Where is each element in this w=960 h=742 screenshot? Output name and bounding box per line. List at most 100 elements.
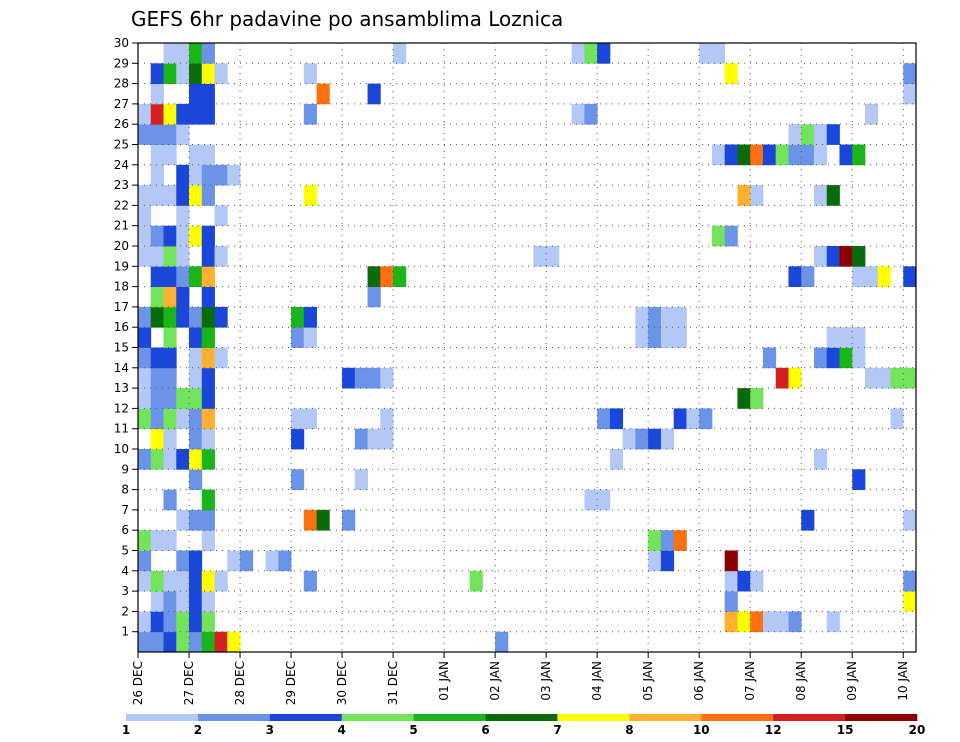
heatmap-cell	[189, 347, 203, 369]
heatmap-cell	[201, 388, 215, 409]
y-tick-label: 25	[114, 138, 129, 152]
heatmap-cell	[201, 611, 215, 633]
heatmap-cell	[176, 205, 190, 227]
heatmap-cell	[189, 388, 203, 409]
colorbar-swatch	[629, 714, 702, 721]
heatmap-cell	[163, 347, 177, 369]
heatmap-cell	[354, 367, 368, 389]
heatmap-cell	[903, 266, 917, 287]
heatmap-cell	[775, 611, 789, 633]
colorbar-label: 15	[837, 723, 854, 737]
heatmap-cell	[813, 185, 828, 206]
heatmap-cell	[189, 631, 203, 653]
heatmap-cell	[201, 489, 215, 511]
heatmap-cell	[176, 449, 190, 470]
heatmap-cell	[788, 611, 802, 633]
x-tick-label: 07 JAN	[743, 661, 757, 701]
heatmap-cell	[354, 428, 368, 450]
y-tick-label: 22	[114, 198, 129, 212]
heatmap-cell	[291, 428, 305, 450]
heatmap-cell	[150, 83, 164, 105]
heatmap-cell	[150, 347, 164, 369]
axis-ticks: 1234567891011121314151617181920212223242…	[114, 36, 910, 705]
colorbar-swatch	[485, 714, 558, 721]
heatmap-cell	[201, 591, 215, 612]
heatmap-cell	[303, 327, 317, 348]
heatmap-cell	[826, 246, 840, 267]
heatmap-cell	[138, 225, 152, 247]
y-tick-label: 3	[121, 584, 129, 598]
heatmap-cell	[852, 246, 866, 267]
heatmap-cell	[163, 489, 177, 511]
y-tick-label: 30	[114, 36, 129, 50]
x-tick-label: 29 DEC	[284, 661, 298, 705]
heatmap-cell	[214, 63, 228, 84]
y-tick-label: 14	[114, 361, 129, 375]
heatmap-cell	[176, 408, 190, 430]
heatmap-cell	[903, 83, 917, 105]
heatmap-cell	[189, 144, 203, 166]
heatmap-cell	[189, 550, 203, 572]
heatmap-cell	[635, 327, 649, 348]
heatmap-cell	[240, 550, 254, 572]
heatmap-cell	[533, 246, 547, 267]
heatmap-cell	[546, 246, 560, 267]
colorbar-swatch	[126, 714, 199, 721]
x-tick-label: 26 DEC	[131, 661, 145, 705]
heatmap-cell	[622, 428, 636, 450]
heatmap-cell	[150, 185, 164, 206]
heatmap-cell	[201, 225, 215, 247]
heatmap-cell	[673, 408, 687, 430]
heatmap-cell	[393, 266, 407, 287]
heatmap-cell	[699, 408, 713, 430]
heatmap-cell	[813, 347, 828, 369]
heatmap-cell	[138, 388, 152, 409]
heatmap-cell	[635, 428, 649, 450]
heatmap-cell	[367, 266, 381, 287]
heatmap-cell	[214, 246, 228, 267]
heatmap-cell	[877, 367, 891, 389]
heatmap-cell	[201, 306, 215, 328]
colorbar-swatch	[845, 714, 918, 721]
colorbar-label: 6	[481, 723, 489, 737]
heatmap-cell	[150, 266, 164, 287]
heatmap-cell	[303, 306, 317, 328]
heatmap-cell	[189, 103, 203, 125]
heatmap-cell	[303, 570, 317, 592]
colorbar-label: 10	[693, 723, 710, 737]
heatmap-cell	[150, 591, 164, 612]
heatmap-cell	[189, 509, 203, 531]
heatmap-cell	[201, 570, 215, 592]
heatmap-cell	[584, 43, 598, 64]
heatmap-cell	[201, 428, 215, 450]
heatmap-cell	[801, 144, 815, 166]
heatmap-cell	[303, 63, 317, 84]
heatmap-cell	[571, 103, 585, 125]
heatmap-cell	[163, 570, 177, 592]
heatmap-cell	[176, 103, 190, 125]
heatmap-cell	[852, 266, 866, 287]
heatmap-cell	[163, 408, 177, 430]
heatmap-cell	[163, 103, 177, 125]
heatmap-cell	[291, 469, 305, 490]
heatmap-cell	[342, 367, 356, 389]
heatmap-cell	[227, 631, 241, 653]
heatmap-cell	[214, 631, 228, 653]
heatmap-cell	[163, 388, 177, 409]
heatmap-cell	[150, 408, 164, 430]
heatmap-cell	[673, 327, 687, 348]
heatmap-cell	[138, 205, 152, 227]
heatmap-cell	[750, 611, 764, 633]
heatmap-cell	[176, 306, 190, 328]
heatmap-cell	[201, 63, 215, 84]
heatmap-cell	[176, 246, 190, 267]
heatmap-cell	[214, 570, 228, 592]
heatmap-cell	[201, 246, 215, 267]
heatmap-cell	[750, 185, 764, 206]
heatmap-cell	[189, 469, 203, 490]
colorbar-swatch	[197, 714, 271, 721]
heatmap-cell	[201, 530, 215, 551]
heatmap-cell	[214, 205, 228, 227]
heatmap-cell	[367, 83, 381, 105]
heatmap-cell	[201, 449, 215, 470]
